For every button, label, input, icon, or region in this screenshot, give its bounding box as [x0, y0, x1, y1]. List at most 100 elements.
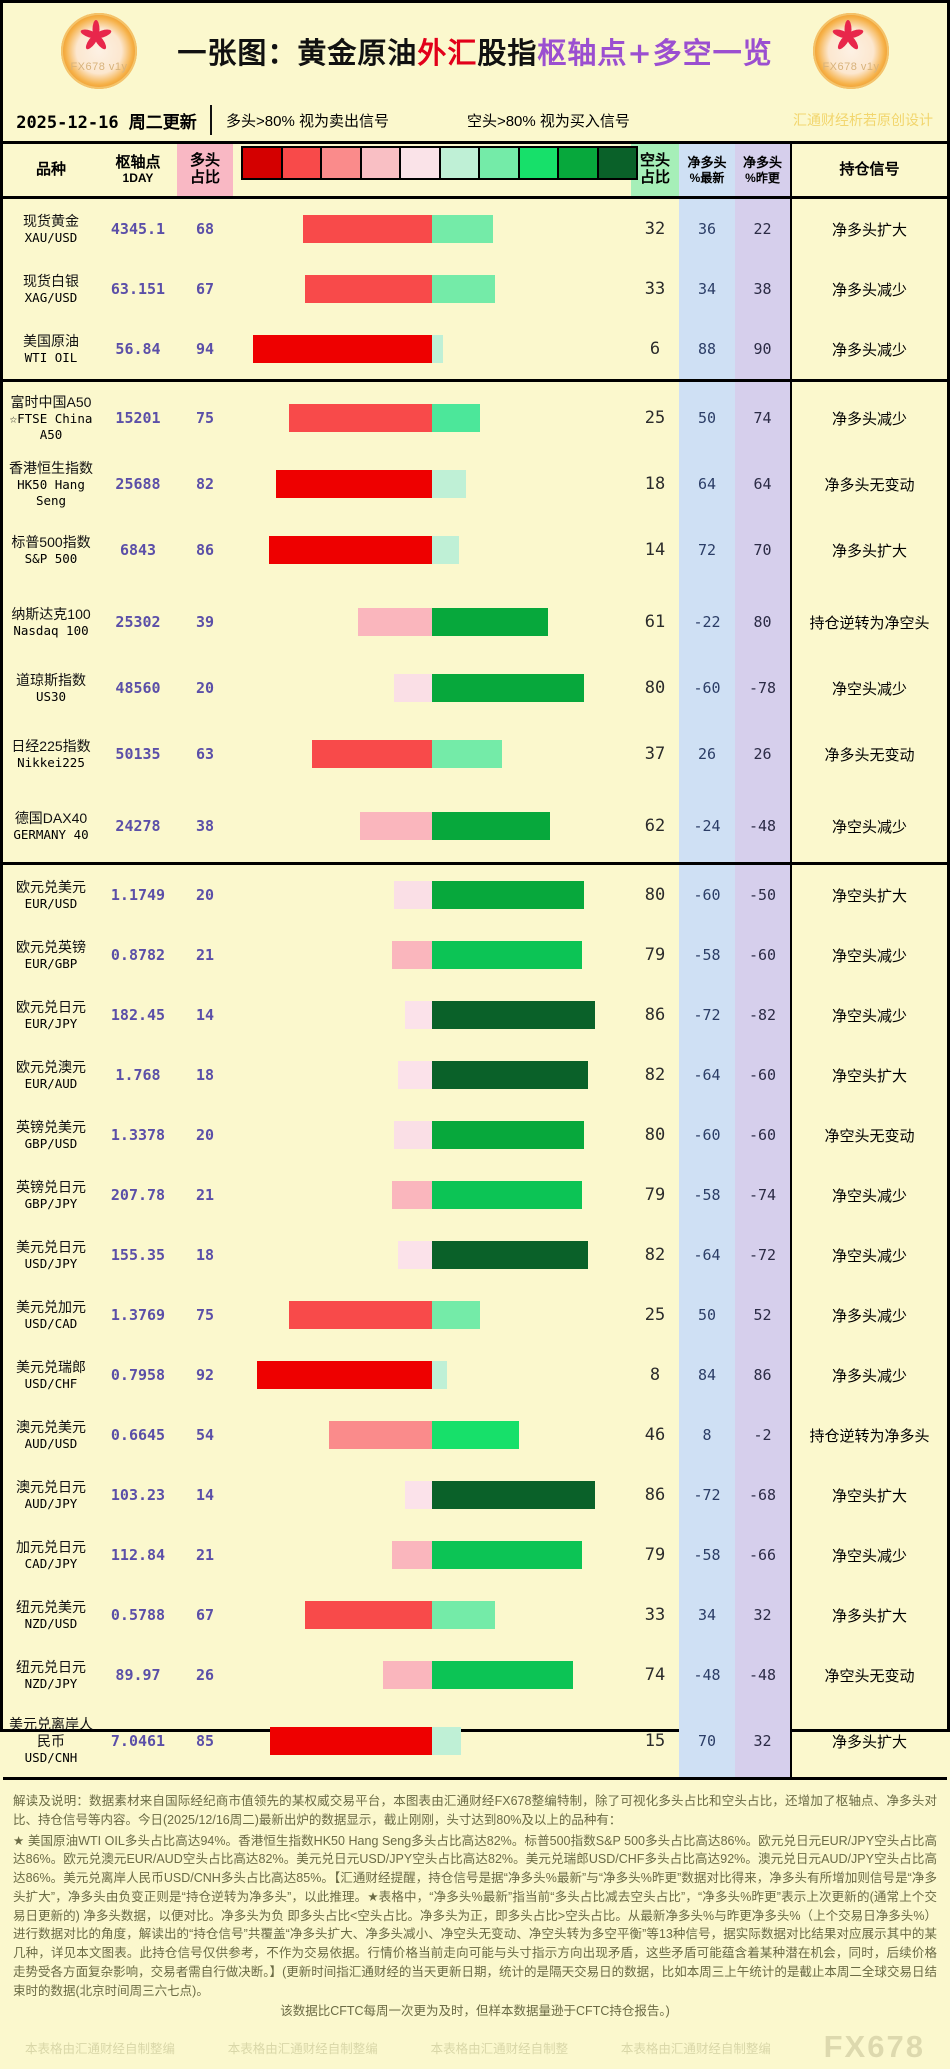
long-pct-value: 20: [195, 679, 215, 697]
pivot-value: 50135: [115, 745, 161, 763]
long-bar: [289, 404, 432, 432]
net-latest-value: -72: [679, 1465, 735, 1525]
long-pct-value: 20: [195, 1126, 215, 1144]
long-bar: [394, 1121, 432, 1149]
table-row: 富时中国A50 ☆FTSE China A50 15201 75 25 50 74 净多头减少: [3, 379, 947, 454]
legend-swatch-2: [322, 148, 362, 178]
long-bar: [276, 470, 432, 498]
net-latest-value: -48: [679, 1645, 735, 1705]
pivot-value: 1.768: [115, 1066, 161, 1084]
long-bar: [405, 1001, 432, 1029]
net-latest-value: 84: [679, 1345, 735, 1405]
net-latest-value: 64: [679, 454, 735, 514]
position-signal: 净多头扩大: [790, 1585, 947, 1645]
instrument-name-en: US30: [35, 688, 67, 704]
short-pct-value: 8: [649, 1365, 661, 1385]
net-latest-value: 88: [679, 319, 735, 381]
net-latest-value: -60: [679, 658, 735, 718]
instrument-name: 美元兑离岸人民币 USD/CNH: [3, 1705, 99, 1777]
ratio-bar: [233, 790, 631, 864]
position-signal: 净空头无变动: [790, 1645, 947, 1705]
update-date: 2025-12-16 周二更新: [16, 112, 197, 133]
position-signal: 净空头扩大: [790, 1465, 947, 1525]
pivot-value: 112.84: [110, 1546, 166, 1564]
banner: FX678 v1y 一张图：黄金原油外汇股指枢轴点+多空一览 FX678 v1y: [3, 3, 947, 99]
instrument-name: 香港恒生指数 HK50 Hang Seng: [3, 454, 99, 514]
pivot-value: 25302: [115, 613, 161, 631]
instrument-name-en: WTI OIL: [24, 349, 78, 365]
short-bar: [432, 1661, 573, 1689]
long-pct-value: 92: [195, 1366, 215, 1384]
instrument-name-cn: 欧元兑英镑: [16, 938, 86, 955]
long-bar: [305, 275, 432, 303]
short-pct-value: 86: [644, 1485, 666, 1505]
instrument-name: 英镑兑日元 GBP/JPY: [3, 1165, 99, 1225]
net-latest-value: -58: [679, 1165, 735, 1225]
footer-paragraph-2: ★ 美国原油WTI OIL多头占比高达94%。香港恒生指数HK50 Hang S…: [13, 1833, 937, 1998]
short-pct-value: 6: [649, 339, 661, 359]
ratio-bar: [233, 1465, 631, 1525]
instrument-name: 纽元兑美元 NZD/USD: [3, 1585, 99, 1645]
position-signal: 净空头减少: [790, 1165, 947, 1225]
flower-icon: [831, 20, 868, 68]
net-latest-value: -60: [679, 1105, 735, 1165]
ratio-bar: [233, 514, 631, 586]
pivot-value: 89.97: [115, 1666, 161, 1684]
short-bar: [432, 275, 495, 303]
net-yesterday-value: 64: [735, 454, 791, 514]
long-bar: [253, 335, 432, 363]
short-bar: [432, 1001, 595, 1029]
position-signal: 净空头减少: [790, 925, 947, 985]
col-header-pivot: 枢轴点 1DAY: [99, 141, 177, 199]
legend-swatch-7: [519, 148, 559, 178]
table-row: 美元兑离岸人民币 USD/CNH 7.0461 85 15 70 32 净多头扩大: [3, 1705, 947, 1777]
net-latest-value: -58: [679, 925, 735, 985]
watermark: FX678: [823, 2029, 925, 2064]
col-header-net-latest: 净多头 %最新: [679, 141, 735, 199]
instrument-name: 澳元兑美元 AUD/USD: [3, 1405, 99, 1465]
instrument-name-en: GBP/JPY: [24, 1195, 78, 1211]
table-row: 美国原油 WTI OIL 56.84 94 6 88 90 净多头减少: [3, 319, 947, 381]
net-yesterday-value: -82: [735, 985, 791, 1045]
ratio-bar: [233, 1285, 631, 1345]
net-yesterday-value: 74: [735, 379, 791, 454]
instrument-name: 美元兑瑞郎 USD/CHF: [3, 1345, 99, 1405]
table-row: 现货黄金 XAU/USD 4345.1 68 32 36 22 净多头扩大: [3, 197, 947, 260]
net-latest-value: -64: [679, 1045, 735, 1105]
net-latest-value: 26: [679, 718, 735, 790]
instrument-name: 美元兑日元 USD/JPY: [3, 1225, 99, 1285]
short-bar: [432, 740, 502, 768]
logo-text: FX678 v1y: [70, 61, 128, 73]
net-latest-value: 8: [679, 1405, 735, 1465]
pivot-value: 0.6645: [110, 1426, 166, 1444]
legend-swatch-4: [401, 148, 441, 178]
long-pct-value: 82: [195, 475, 215, 493]
long-bar: [358, 608, 432, 636]
short-pct-value: 79: [644, 1185, 666, 1205]
long-bar: [289, 1301, 432, 1329]
col-header-net-yesterday: 净多头 %昨更: [735, 141, 791, 199]
instrument-name-en: GERMANY 40: [13, 826, 89, 842]
instrument-name-cn: 日经225指数: [11, 737, 91, 754]
ratio-bar: [233, 862, 631, 925]
table-row: 道琼斯指数 US30 48560 20 80 -60 -78 净空头减少: [3, 658, 947, 718]
table-row: 美元兑瑞郎 USD/CHF 0.7958 92 8 84 86 净多头减少: [3, 1345, 947, 1405]
instrument-name: 欧元兑美元 EUR/USD: [3, 862, 99, 925]
instrument-name-cn: 现货白银: [23, 272, 79, 289]
instrument-name: 英镑兑美元 GBP/USD: [3, 1105, 99, 1165]
instrument-name: 现货黄金 XAU/USD: [3, 198, 99, 260]
short-label-1: 空头: [639, 152, 670, 170]
ratio-bar: [233, 1045, 631, 1105]
logo-text: FX678 v1y: [822, 61, 880, 73]
instrument-name-en: XAU/USD: [24, 229, 78, 245]
net-latest-value: -24: [679, 790, 735, 864]
position-signal: 净空头扩大: [790, 862, 947, 925]
footer-paragraph-3: 该数据比CFTC每周一次更为及时，但样本数据量逊于CFTC持仓报告。): [280, 2004, 670, 2019]
table-row: 澳元兑美元 AUD/USD 0.6645 54 46 8 -2 持仓逆转为净多头: [3, 1405, 947, 1465]
short-bar: [432, 881, 584, 909]
short-bar: [432, 1121, 584, 1149]
long-bar: [394, 674, 432, 702]
instrument-name-cn: 加元兑日元: [16, 1538, 86, 1555]
short-pct-value: 33: [644, 279, 666, 299]
